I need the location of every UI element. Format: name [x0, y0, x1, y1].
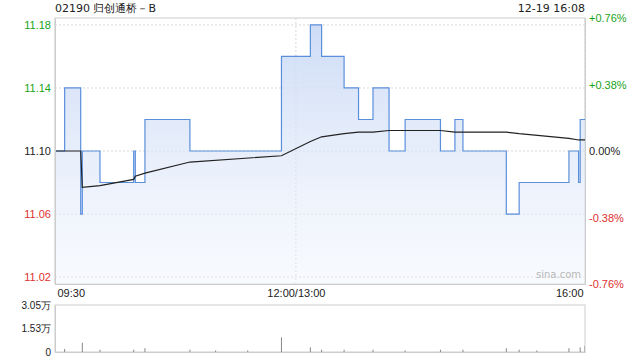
volume-bar: [536, 350, 537, 352]
y-axis: 11.02 11.06 11.10 11.14 11.18: [24, 19, 55, 285]
tick: 12:00/13:00: [267, 284, 325, 299]
tick-label: 0.00%: [589, 145, 620, 157]
tick-label: 11.10: [24, 145, 51, 157]
tick: 11.06: [24, 208, 55, 220]
volume-bar: [189, 350, 190, 352]
grid: [55, 18, 585, 284]
tick-label: 11.14: [24, 82, 51, 94]
title: 02190 归创通桥－B: [55, 2, 156, 15]
tick-label: 12:00/13:00: [267, 287, 325, 299]
volume-bar: [344, 350, 345, 352]
volume-x-axis: [56, 352, 586, 353]
volume-bar: [440, 350, 441, 352]
volume-bar: [215, 350, 216, 352]
price-area: [55, 25, 585, 284]
tick: 16:00: [556, 284, 586, 299]
volume-x-axis-line: [56, 352, 586, 353]
tick: +0.38%: [585, 79, 627, 91]
tick: 0: [45, 347, 55, 358]
volume-bar: [133, 350, 134, 352]
volume-bar: [585, 346, 586, 352]
tick-label: 09:30: [58, 287, 86, 299]
volume-bar: [373, 350, 374, 352]
volume-bar: [462, 350, 463, 352]
tick: 11.10: [24, 145, 55, 157]
tick: 0.00%: [585, 145, 620, 157]
tick: 11.14: [24, 82, 55, 94]
subtitle: 12-19 16:08: [518, 2, 585, 15]
tick: +0.76%: [585, 12, 627, 24]
volume-bar: [281, 337, 282, 352]
volume-bars: [55, 337, 585, 352]
tick-label: 11.02: [24, 271, 51, 283]
chart: 02190 归创通桥－B12-19 16:0811.0211.0611.1011…: [0, 0, 640, 360]
volume-bar: [321, 350, 322, 352]
volume-frame: [55, 305, 585, 352]
volume-bar: [405, 350, 406, 352]
y-axis-line: [55, 19, 56, 285]
y2-axis: -0.76% -0.38% 0.00% +0.38% +0.76%: [585, 12, 627, 290]
tick: -0.76%: [585, 278, 624, 290]
x-axis-line: [56, 284, 586, 285]
watermark: sina.com: [536, 269, 581, 280]
tick-label: -0.38%: [589, 212, 624, 224]
tick: 11.18: [24, 19, 55, 31]
tick: 3.05万: [22, 300, 55, 311]
tick-label: +0.76%: [589, 12, 627, 24]
tick-label: 3.05万: [22, 300, 51, 311]
tick: -0.38%: [585, 212, 624, 224]
average-line: [55, 131, 585, 188]
plot-marks: [55, 25, 585, 284]
tick-label: -0.76%: [589, 278, 624, 290]
grid-line: [55, 18, 56, 284]
tick: 11.02: [24, 271, 55, 283]
tick-label: +0.38%: [589, 79, 627, 91]
volume-bar: [82, 343, 83, 352]
volume-bar: [568, 348, 569, 352]
plot-frame: [55, 18, 585, 284]
tick-label: 11.18: [24, 19, 51, 31]
volume-bar: [247, 350, 248, 352]
tick: 09:30: [56, 284, 86, 299]
volume-bar: [519, 350, 520, 352]
tick: 1.53万: [22, 323, 55, 334]
volume-bar: [310, 347, 311, 352]
tick-label: 1.53万: [22, 323, 51, 334]
volume-bar: [144, 348, 145, 352]
y2-axis-line: [585, 19, 586, 285]
volume-bar: [506, 348, 507, 352]
volume-bar: [580, 347, 581, 352]
tick-label: 0: [45, 347, 51, 358]
volume-bar: [99, 350, 100, 352]
x-axis: 09:30 12:00/13:00 16:00: [56, 284, 586, 299]
volume-y-axis-line: [55, 306, 56, 353]
tick-label: 16:00: [556, 287, 584, 299]
volume-y-axis: 0 1.53万 3.05万: [22, 300, 56, 358]
tick-label: 11.06: [24, 208, 51, 220]
price-line: [55, 25, 585, 214]
volume-bar: [64, 349, 65, 352]
